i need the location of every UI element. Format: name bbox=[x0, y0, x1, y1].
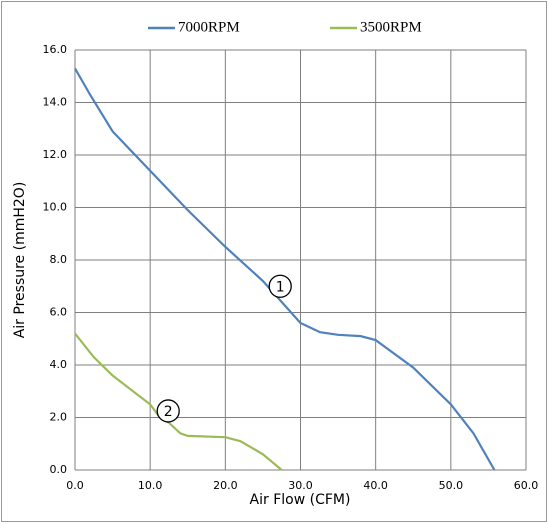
x-axis-label: Air Flow (CFM) bbox=[250, 492, 351, 508]
x-tick-label: 50.0 bbox=[439, 479, 464, 492]
annotation-label: 2 bbox=[164, 404, 173, 420]
y-tick-label: 16.0 bbox=[43, 43, 68, 56]
x-tick-label: 10.0 bbox=[138, 479, 163, 492]
x-tick-label: 0.0 bbox=[66, 479, 84, 492]
y-axis-label: Air Pressure (mmH2O) bbox=[12, 182, 28, 339]
x-tick-label: 40.0 bbox=[363, 479, 388, 492]
x-tick-label: 30.0 bbox=[288, 479, 313, 492]
annotation-label: 1 bbox=[276, 279, 285, 295]
annotation-circle bbox=[268, 274, 292, 298]
y-tick-label: 4.0 bbox=[50, 358, 68, 371]
y-tick-label: 12.0 bbox=[43, 148, 68, 161]
y-tick-label: 8.0 bbox=[50, 253, 68, 266]
y-tick-label: 10.0 bbox=[43, 201, 68, 214]
legend-label: 7000RPM bbox=[178, 19, 240, 35]
y-tick-label: 6.0 bbox=[50, 306, 68, 319]
legend-label: 3500RPM bbox=[360, 19, 422, 35]
x-tick-label: 20.0 bbox=[213, 479, 238, 492]
y-tick-label: 0.0 bbox=[50, 463, 68, 476]
x-tick-label: 60.0 bbox=[514, 479, 539, 492]
y-tick-label: 14.0 bbox=[43, 96, 68, 109]
annotation-circle bbox=[156, 399, 180, 423]
data-line bbox=[74, 332, 283, 471]
data-line bbox=[74, 67, 496, 471]
y-tick-label: 2.0 bbox=[50, 411, 68, 424]
